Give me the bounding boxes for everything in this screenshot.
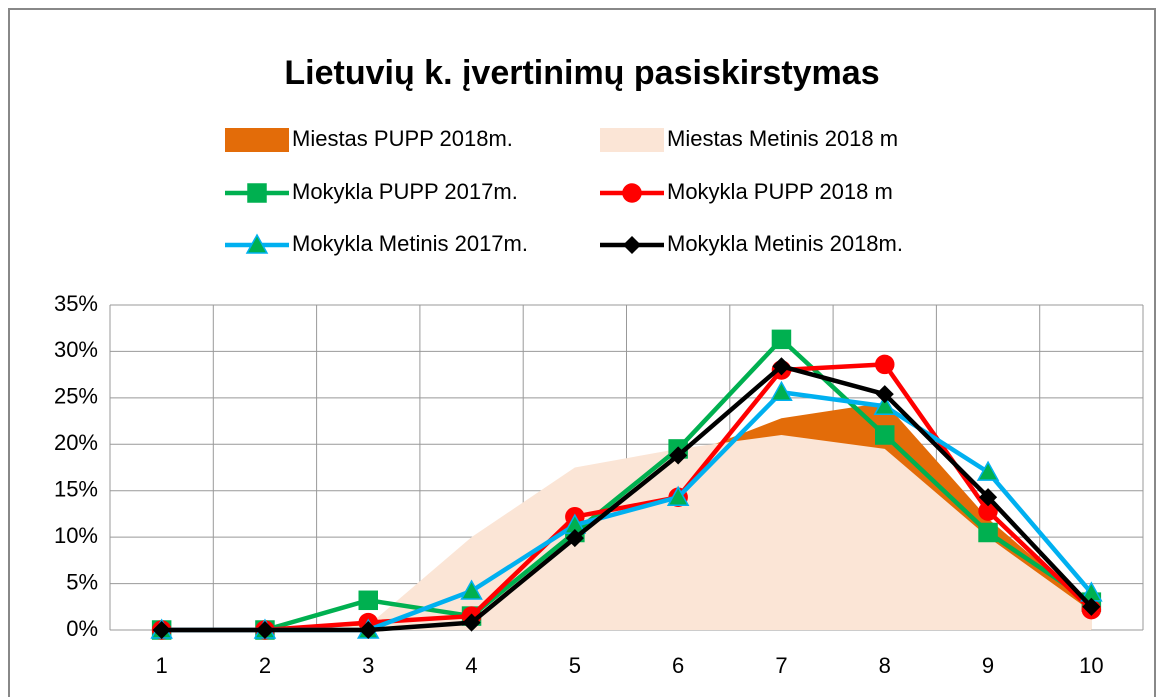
point [978, 522, 998, 543]
legend-label: Mokykla PUPP 2017m. [292, 179, 518, 204]
chart-title: Lietuvių k. įvertinimų pasiskirstymas [284, 54, 879, 92]
y-tick-label: 10% [54, 523, 98, 548]
x-tick-label: 1 [156, 653, 168, 678]
x-tick-label: 6 [672, 653, 684, 678]
legend-swatch [225, 128, 289, 152]
y-tick-label: 0% [66, 616, 98, 641]
point [152, 620, 171, 640]
point [875, 385, 894, 404]
point [359, 620, 378, 640]
line [161, 364, 1093, 633]
y-tick-label: 20% [54, 430, 98, 455]
point [669, 446, 688, 465]
point [358, 590, 378, 611]
x-tick-label: 2 [259, 653, 271, 678]
legend-label: Mokykla Metinis 2017m. [292, 231, 528, 256]
y-tick-label: 30% [54, 337, 98, 362]
legend-marker [622, 183, 642, 203]
x-tick-label: 8 [879, 653, 891, 678]
x-tick-label: 9 [982, 653, 994, 678]
point [875, 425, 895, 445]
point [772, 357, 791, 376]
point [666, 485, 690, 506]
legend-marker [247, 183, 267, 203]
point [1082, 597, 1101, 616]
y-tick-label: 25% [54, 384, 98, 409]
line [161, 337, 1093, 633]
point [770, 380, 793, 402]
legend-label: Mokykla PUPP 2018 m [667, 179, 893, 204]
y-tick-label: 15% [54, 477, 98, 502]
point [565, 529, 584, 548]
x-tick-label: 3 [362, 653, 374, 678]
point [875, 354, 895, 375]
point [976, 460, 1000, 481]
legend-marker [245, 233, 269, 254]
legend-label: Mokykla Metinis 2018m. [667, 231, 903, 256]
point [255, 620, 275, 640]
x-tick-label: 7 [775, 653, 787, 678]
legend-swatch [600, 128, 664, 152]
legend-label: Miestas PUPP 2018m. [292, 126, 513, 151]
x-tick-label: 4 [465, 653, 477, 678]
y-tick-label: 5% [66, 569, 98, 594]
point [771, 329, 792, 350]
legend-label: Miestas Metinis 2018 m [667, 126, 898, 151]
y-tick-label: 35% [54, 291, 98, 316]
point [460, 579, 483, 600]
point [873, 394, 897, 415]
x-tick-label: 5 [569, 653, 581, 678]
point [978, 488, 998, 507]
area [161, 435, 1092, 630]
point [462, 613, 481, 632]
legend-marker [622, 235, 642, 255]
x-tick-label: 10 [1079, 653, 1103, 678]
